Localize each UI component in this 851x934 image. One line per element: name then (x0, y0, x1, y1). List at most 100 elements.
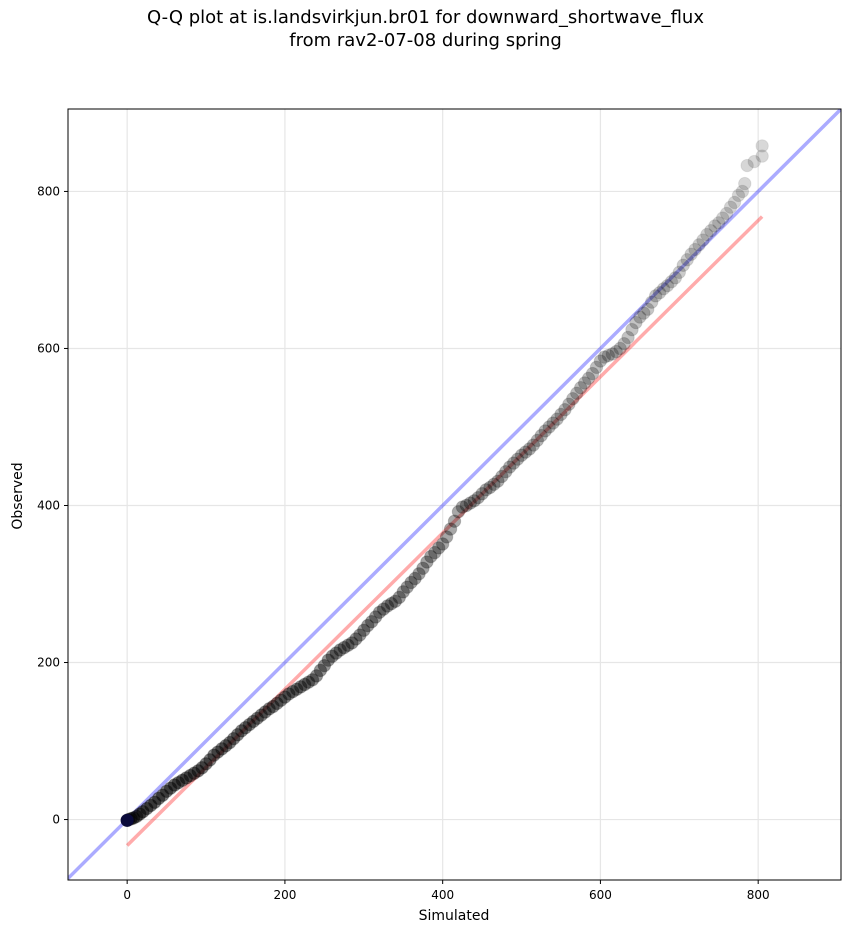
qq-point (215, 742, 229, 756)
qq-point (648, 289, 663, 303)
qq-point (368, 610, 383, 624)
qq-point (278, 690, 292, 704)
qq-point (372, 605, 387, 619)
qq-point (384, 596, 399, 611)
points (120, 139, 769, 828)
qq-point (518, 445, 533, 459)
qq-point (325, 649, 339, 663)
qq-point (317, 658, 332, 673)
qq-point (605, 347, 619, 361)
qq-point (230, 728, 245, 742)
qq-point (455, 500, 470, 514)
chart-title-line-1: Q-Q plot at is.landsvirkjun.br01 for dow… (147, 7, 704, 28)
qq-point (522, 442, 537, 456)
x-tick-label: 0 (123, 888, 131, 902)
qq-point (723, 200, 738, 214)
qq-point (719, 206, 734, 221)
qq-point (301, 675, 316, 689)
qq-point (282, 687, 296, 701)
qq-point (506, 456, 521, 470)
qq-point (357, 623, 371, 638)
qq-point (542, 420, 556, 434)
qq-point (266, 699, 280, 714)
qq-point (696, 233, 710, 247)
qq-point (727, 195, 742, 210)
qq-point (692, 238, 706, 252)
qq-point (313, 663, 328, 678)
fit-line (125, 215, 764, 847)
qq-point (676, 258, 690, 272)
qq-point (451, 505, 466, 519)
qq-point (262, 702, 276, 716)
qq-point (199, 757, 213, 771)
qq-point (211, 745, 225, 759)
qq-point (203, 753, 217, 767)
qq-point (740, 158, 754, 173)
qq-point (297, 677, 312, 692)
chart-title: Q-Q plot at is.landsvirkjun.br01 for dow… (0, 6, 851, 52)
qq-point (585, 366, 600, 381)
y-tick-label: 400 (37, 498, 60, 512)
qq-point (337, 640, 351, 655)
chart-title-line-2: from rav2-07-08 during spring (289, 30, 562, 51)
ticks: 0 200 400 600 800 0 200 400 600 800 (37, 184, 770, 902)
qq-point (704, 223, 718, 238)
qq-point (562, 397, 576, 411)
qq-point (254, 708, 268, 722)
qq-point (534, 428, 548, 443)
qq-point (554, 407, 568, 422)
x-tick-label: 200 (273, 888, 296, 902)
qq-point (329, 646, 343, 660)
plot-frame (67, 108, 842, 881)
qq-point (514, 448, 529, 462)
y-tick-label: 200 (37, 656, 60, 670)
qq-point (463, 496, 477, 510)
qq-point (471, 490, 485, 505)
qq-point (467, 494, 481, 508)
qq-point (349, 632, 363, 646)
qq-point (392, 590, 406, 605)
qq-point (656, 282, 671, 296)
qq-point (270, 696, 284, 711)
qq-point (400, 580, 414, 594)
qq-point (432, 541, 446, 555)
qq-point (286, 684, 300, 699)
qq-point (589, 360, 604, 375)
qq-point (510, 452, 525, 466)
qq-point (684, 247, 698, 261)
qq-point (755, 139, 769, 153)
qq-point (625, 322, 639, 337)
qq-point (479, 483, 493, 497)
qq-point (246, 714, 261, 729)
qq-point (570, 386, 584, 400)
lines (68, 109, 841, 880)
qq-point (550, 412, 564, 426)
qq-point (747, 154, 761, 169)
qq-point (593, 354, 608, 368)
qq-point-origin (120, 813, 134, 827)
reference-line (68, 109, 841, 880)
qq-point (293, 680, 308, 694)
qq-point (538, 424, 552, 438)
x-tick-label: 600 (589, 888, 612, 902)
qq-point (652, 286, 667, 300)
qq-point (238, 720, 253, 735)
qq-point (475, 487, 489, 501)
qq-point (755, 149, 769, 163)
qq-point (388, 594, 403, 608)
qq-point (664, 275, 679, 289)
qq-point (226, 731, 241, 746)
qq-point (290, 682, 304, 696)
qq-point (258, 705, 272, 719)
qq-point (408, 571, 422, 586)
qq-point (621, 330, 635, 345)
qq-point (503, 460, 517, 474)
qq-point (333, 643, 347, 657)
qq-point (629, 315, 643, 330)
qq-point (222, 735, 237, 750)
qq-point (321, 653, 335, 667)
qq-point (609, 344, 623, 359)
qq-point (738, 176, 752, 191)
qq-point (530, 433, 545, 448)
qq-point (219, 739, 233, 753)
